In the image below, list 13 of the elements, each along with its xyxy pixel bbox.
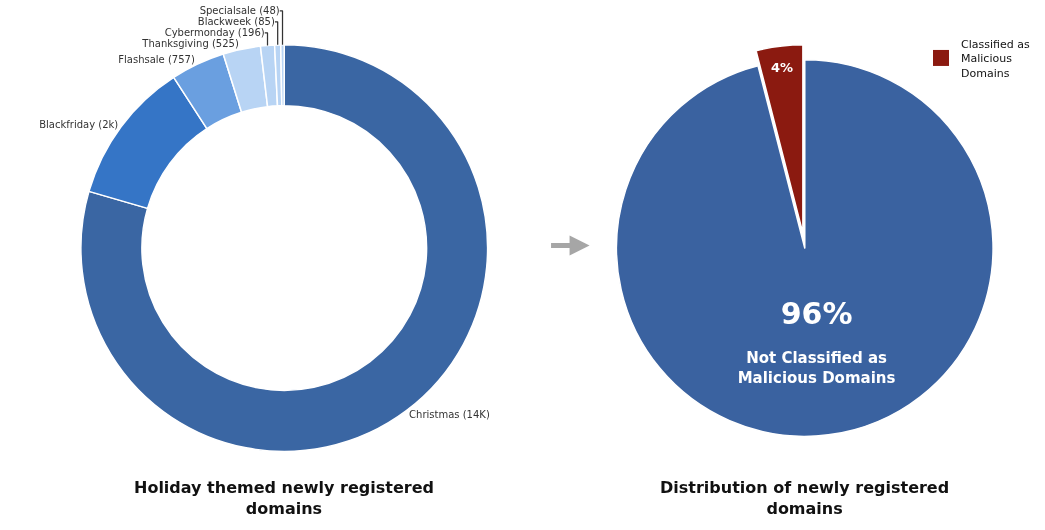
slice-label: Specialsale (48) — [199, 5, 280, 17]
slice-label: Flashsale (757) — [118, 54, 195, 66]
slice-label: Cybermonday (196) — [164, 27, 265, 39]
data-label: 96% — [780, 296, 853, 332]
text: Holiday themed newly registered domains — [134, 478, 434, 518]
slice-label: Not Classified as Malicious Domains — [737, 349, 896, 387]
legend-label: Classified as Malicious Domains — [961, 37, 1030, 80]
data-label: 4% — [770, 59, 793, 75]
slice-label: Christmas (14K) — [409, 408, 490, 420]
text: Distribution of newly registered domains — [660, 478, 950, 518]
slice-label: Blackweek (85) — [197, 16, 275, 28]
slice-label: Blackfriday (2k) — [39, 119, 119, 131]
slice-label: Thanksgiving (525) — [141, 38, 239, 50]
